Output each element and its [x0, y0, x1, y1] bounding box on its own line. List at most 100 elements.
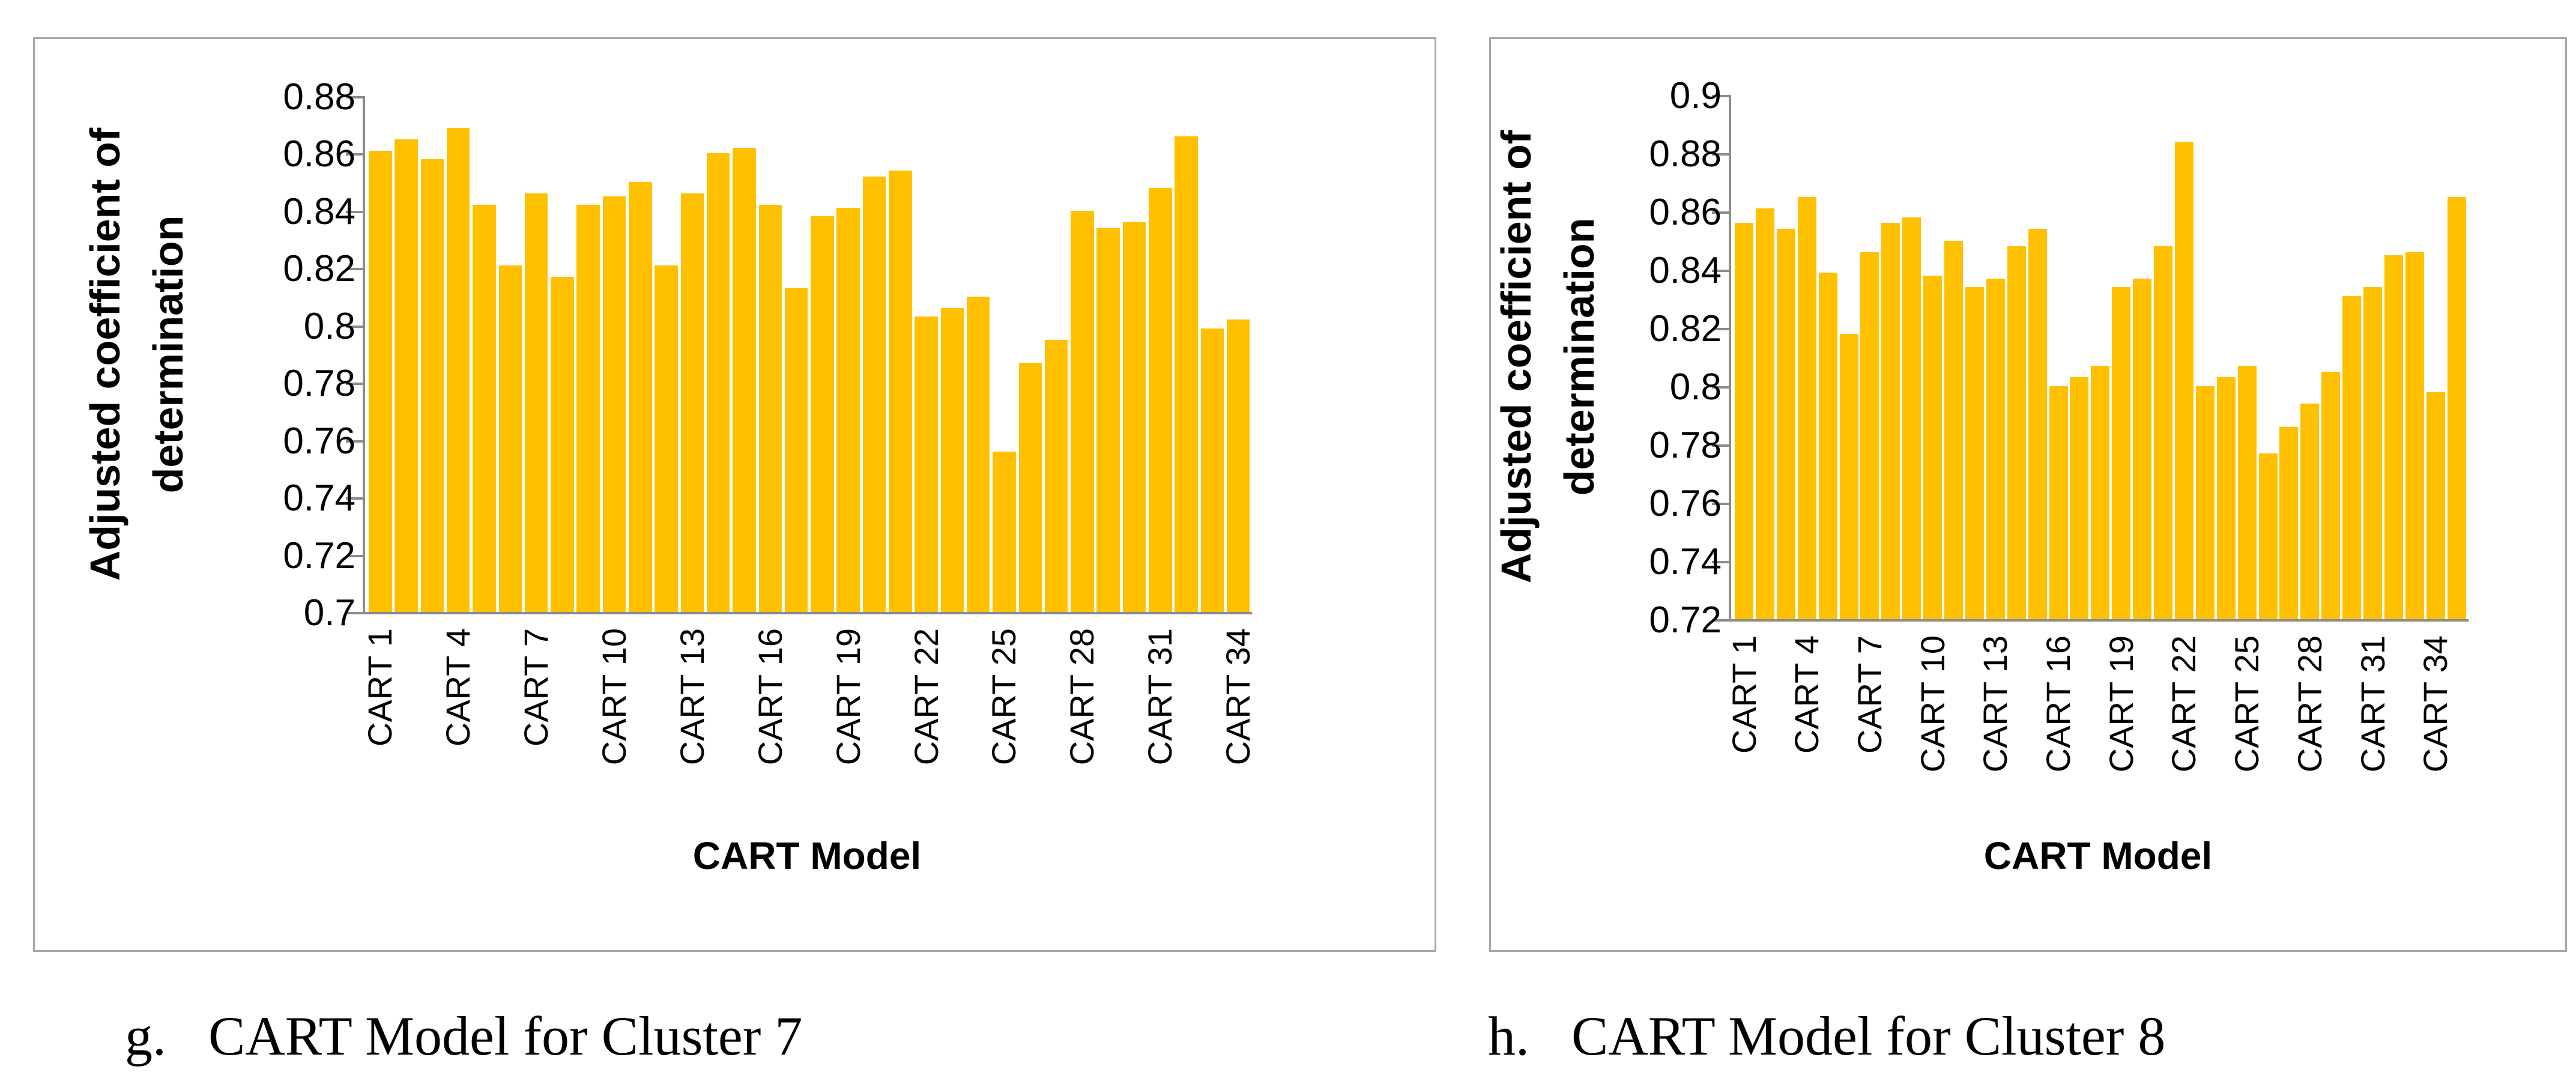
y-tick	[1712, 503, 1729, 505]
bar-cart-3	[1776, 229, 1795, 619]
bar-cart-15	[2028, 229, 2047, 619]
y-tick-label: 0.74	[283, 477, 355, 519]
bar-cart-30	[1122, 222, 1146, 612]
bar-cart-9	[1902, 217, 1921, 619]
y-tick	[1712, 328, 1729, 330]
x-axis-line	[1729, 619, 2469, 622]
y-tick	[346, 268, 363, 271]
x-tick-label: CART 22	[907, 628, 945, 766]
bar-cart-34	[1226, 319, 1250, 612]
y-tick-label: 0.72	[1649, 599, 1722, 641]
y-tick	[1712, 95, 1729, 97]
bar-cart-22	[915, 316, 938, 612]
bar-cart-27	[1044, 339, 1068, 612]
x-tick-label: CART 31	[1141, 628, 1179, 766]
caption-text-h: CART Model for Cluster 8	[1571, 1005, 2166, 1067]
bar-cart-29	[1096, 228, 1120, 612]
x-tick-label: CART 16	[2039, 635, 2077, 773]
bar-cart-32	[2384, 255, 2403, 619]
x-tick-label: CART 34	[1219, 628, 1257, 766]
y-axis-title-line: determination	[1556, 217, 1603, 496]
y-tick-label: 0.78	[1649, 425, 1722, 466]
bar-cart-19	[2112, 287, 2131, 619]
bar-cart-18	[2091, 366, 2110, 619]
caption-text-g: CART Model for Cluster 7	[208, 1005, 803, 1067]
x-tick-label: CART 1	[1725, 635, 1763, 754]
bar-cart-10	[602, 196, 626, 612]
y-tick-label: 0.7	[303, 592, 355, 634]
x-tick-label: CART 28	[2290, 635, 2329, 773]
x-tick-label: CART 4	[439, 628, 477, 747]
y-axis-title-line: Adjusted coefficient of	[82, 127, 128, 581]
bar-cart-29	[2321, 371, 2341, 619]
x-tick-label: CART 34	[2416, 635, 2455, 773]
y-tick-label: 0.8	[1669, 366, 1722, 408]
caption-cluster-8: h. CART Model for Cluster 8	[1488, 1004, 2165, 1068]
bar-cart-21	[889, 171, 912, 612]
bar-cart-27	[2279, 426, 2299, 619]
bar-cart-8	[1881, 223, 1900, 619]
y-tick-label: 0.9	[1669, 75, 1722, 117]
bar-cart-12	[655, 265, 678, 612]
y-tick-label: 0.84	[1649, 250, 1722, 291]
bar-cart-35	[2447, 196, 2466, 619]
bar-cart-25	[993, 451, 1016, 612]
bar-cart-30	[2342, 295, 2362, 619]
y-tick-label: 0.84	[283, 190, 355, 232]
bar-cart-1	[369, 150, 392, 612]
bar-cart-8	[551, 276, 574, 612]
y-tick	[346, 153, 363, 156]
y-tick	[346, 554, 363, 557]
bar-cart-20	[2133, 278, 2152, 619]
y-axis-title: Adjusted coefficient of determination	[1485, 130, 1611, 583]
x-axis-line	[363, 612, 1253, 614]
y-tick	[1712, 619, 1729, 622]
bar-cart-5	[1818, 272, 1837, 619]
y-tick-label: 0.88	[1649, 133, 1722, 175]
y-tick	[1712, 211, 1729, 214]
y-tick	[346, 440, 363, 443]
x-tick-label: CART 13	[673, 628, 711, 766]
bar-cart-5	[473, 205, 496, 612]
bar-cart-28	[1071, 210, 1094, 612]
y-tick	[1712, 386, 1729, 389]
bar-cart-3	[420, 159, 444, 612]
y-axis-title: Adjusted coefficient of determination	[74, 128, 200, 581]
bar-cart-32	[1175, 136, 1198, 612]
x-tick-label: CART 22	[2165, 635, 2203, 773]
y-tick-label: 0.76	[1649, 483, 1722, 524]
x-tick-label: CART 4	[1788, 635, 1826, 754]
x-tick-label: CART 10	[1913, 635, 1952, 773]
x-tick-label: CART 25	[985, 628, 1023, 766]
bar-cart-34	[2426, 392, 2445, 619]
y-tick-label: 0.76	[283, 420, 355, 462]
bar-cart-31	[1149, 187, 1172, 612]
y-tick	[346, 497, 363, 500]
x-tick-label: CART 13	[1976, 635, 2015, 773]
y-tick-label: 0.78	[283, 363, 355, 405]
bar-cart-13	[1986, 278, 2005, 619]
bar-cart-7	[1860, 252, 1879, 619]
y-tick-label: 0.82	[1649, 308, 1722, 350]
bar-cart-25	[2237, 366, 2257, 619]
y-tick	[346, 612, 363, 614]
y-axis-title-line: Adjusted coefficient of	[1493, 130, 1540, 584]
bar-cart-21	[2154, 246, 2172, 619]
bar-cart-2	[1755, 208, 1774, 619]
y-tick	[346, 210, 363, 213]
bar-cart-23	[2195, 386, 2215, 619]
bar-cart-20	[862, 176, 886, 612]
y-tick	[346, 325, 363, 328]
bar-cart-12	[1965, 287, 1984, 619]
caption-cluster-7: g. CART Model for Cluster 7	[125, 1004, 802, 1068]
bar-cart-19	[836, 208, 860, 612]
bar-cart-6	[1839, 333, 1858, 619]
y-axis-line	[363, 96, 365, 614]
x-tick-label: CART 16	[751, 628, 789, 766]
y-axis-line	[1729, 95, 1731, 622]
y-tick-label: 0.8	[303, 305, 355, 347]
y-tick-label: 0.88	[283, 76, 355, 118]
bar-cart-33	[2405, 252, 2424, 619]
bar-cart-18	[811, 216, 834, 612]
